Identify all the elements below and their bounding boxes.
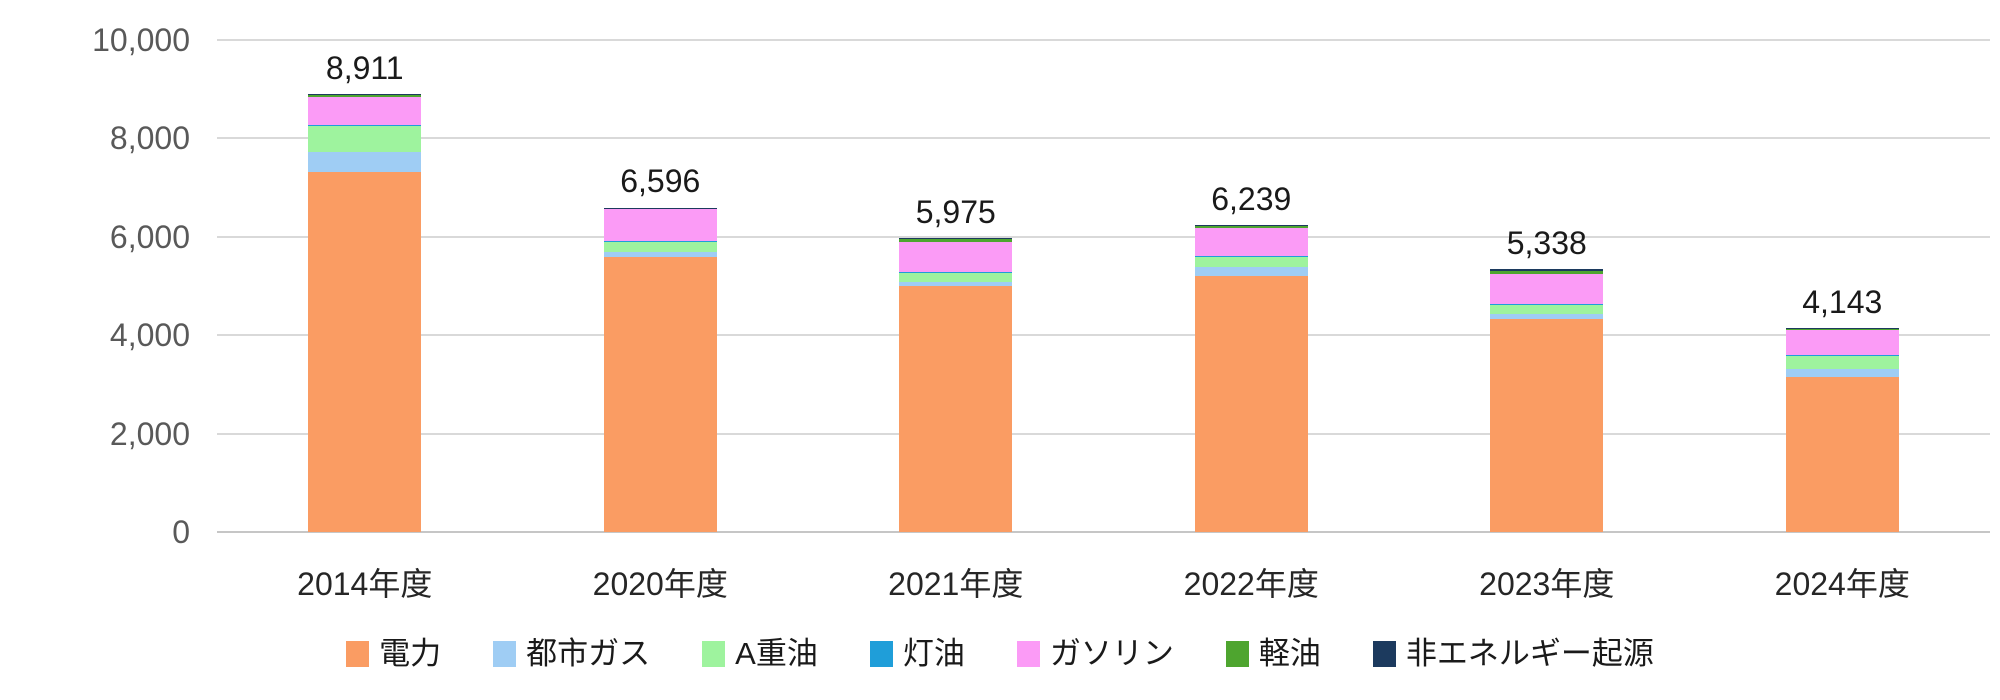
bar-2021 [899, 40, 1013, 532]
bar-segment-gasoline [308, 97, 422, 125]
bar-total-label-2021: 5,975 [915, 194, 996, 231]
bar-segment-electricity [899, 286, 1013, 532]
legend-label-heavy-oil-a: A重油 [735, 636, 818, 671]
bar-total-label-2023: 5,338 [1506, 225, 1587, 262]
bar-2024 [1785, 40, 1899, 532]
bar-segment-gasoline [1490, 274, 1604, 304]
bar-segment-diesel [1490, 270, 1604, 275]
y-tick-label: 6,000 [109, 218, 190, 255]
bar-segment-diesel [308, 94, 422, 98]
x-axis-label-2021: 2021年度 [888, 566, 1024, 602]
legend-label-non-energy: 非エネルギー起源 [1405, 636, 1654, 671]
legend-swatch-diesel-icon [1225, 640, 1249, 667]
y-tick-label: 4,000 [109, 317, 190, 354]
x-axis-label-2022: 2022年度 [1183, 566, 1319, 602]
bar-segment-city-gas [1785, 368, 1899, 378]
gridline [217, 137, 1990, 140]
x-axis-line [217, 531, 1990, 533]
bar-2022 [1194, 40, 1308, 532]
x-axis-label-2023: 2023年度 [1479, 566, 1615, 602]
bar-segment-heavy-oil-a [1785, 355, 1899, 369]
bar-total-label-2020: 6,596 [620, 163, 701, 200]
legend-swatch-heavy-oil-a-icon [702, 640, 726, 667]
bar-segment-heavy-oil-a [308, 125, 422, 153]
bar-segment-city-gas [603, 252, 717, 257]
legend-item-gasoline: ガソリン [1016, 636, 1174, 671]
gridline [217, 334, 1990, 337]
legend-label-gasoline: ガソリン [1049, 636, 1174, 671]
x-axis-label-2020: 2020年度 [592, 566, 728, 602]
legend-label-city-gas: 都市ガス [526, 636, 651, 671]
legend-item-city-gas: 都市ガス [493, 638, 650, 669]
bar-segment-diesel [603, 207, 717, 210]
bar-2014 [308, 40, 422, 532]
legend-swatch-gasoline-icon [1016, 640, 1040, 667]
y-tick-label: 8,000 [109, 120, 190, 157]
legend-swatch-non-energy-icon [1372, 640, 1396, 667]
y-tick-label: 10,000 [92, 22, 190, 58]
bar-segment-heavy-oil-a [603, 241, 717, 253]
gridline [217, 432, 1990, 435]
bar-segment-electricity [1490, 319, 1604, 532]
legend-item-non-energy: 非エネルギー起源 [1372, 636, 1654, 671]
bar-2023 [1490, 40, 1604, 532]
bar-segment-city-gas [899, 282, 1013, 286]
legend-label-electricity: 電力 [379, 636, 442, 671]
bar-segment-electricity [308, 172, 422, 532]
bar-segment-diesel [899, 238, 1013, 243]
bar-segment-city-gas [1490, 314, 1604, 320]
legend-label-kerosene: 灯油 [902, 636, 965, 671]
bar-segment-diesel [1785, 328, 1899, 330]
bar-segment-diesel [1194, 225, 1308, 228]
legend-label-diesel: 軽油 [1258, 636, 1321, 671]
x-axis-label-2024: 2024年度 [1774, 566, 1910, 602]
bar-segment-electricity [1785, 377, 1899, 532]
chart-legend: 電力 都市ガス A重油 灯油 ガソリン 軽油 非エネルギー起源 [0, 638, 2000, 669]
bar-segment-gasoline [899, 242, 1013, 272]
bar-segment-electricity [1194, 276, 1308, 532]
bar-segment-city-gas [308, 152, 422, 173]
x-axis-label-2014: 2014年度 [297, 566, 433, 602]
gridline [217, 235, 1990, 238]
bar-segment-gasoline [1785, 329, 1899, 356]
gridline [217, 39, 1990, 41]
legend-item-electricity: 電力 [346, 638, 441, 669]
legend-swatch-electricity-icon [346, 640, 370, 667]
y-tick-label: 2,000 [109, 415, 190, 452]
legend-item-heavy-oil-a: A重油 [702, 638, 818, 669]
bar-segment-gasoline [1194, 228, 1308, 256]
bar-total-label-2024: 4,143 [1802, 284, 1883, 321]
legend-item-diesel: 軽油 [1225, 636, 1321, 671]
bar-segment-heavy-oil-a [1194, 256, 1308, 268]
bar-total-label-2022: 6,239 [1211, 181, 1292, 218]
bar-segment-non-energy [1490, 269, 1604, 271]
bar-segment-gasoline [603, 209, 717, 241]
legend-swatch-kerosene-icon [869, 640, 893, 667]
legend-swatch-city-gas-icon [493, 640, 517, 667]
bar-segment-electricity [603, 256, 717, 532]
bar-2020 [603, 40, 717, 532]
bar-segment-heavy-oil-a [899, 272, 1013, 283]
y-tick-label: 0 [172, 514, 190, 550]
legend-item-kerosene: 灯油 [869, 636, 965, 671]
bar-total-label-2014: 8,911 [325, 49, 404, 86]
bar-segment-heavy-oil-a [1490, 303, 1604, 315]
bar-segment-city-gas [1194, 267, 1308, 277]
